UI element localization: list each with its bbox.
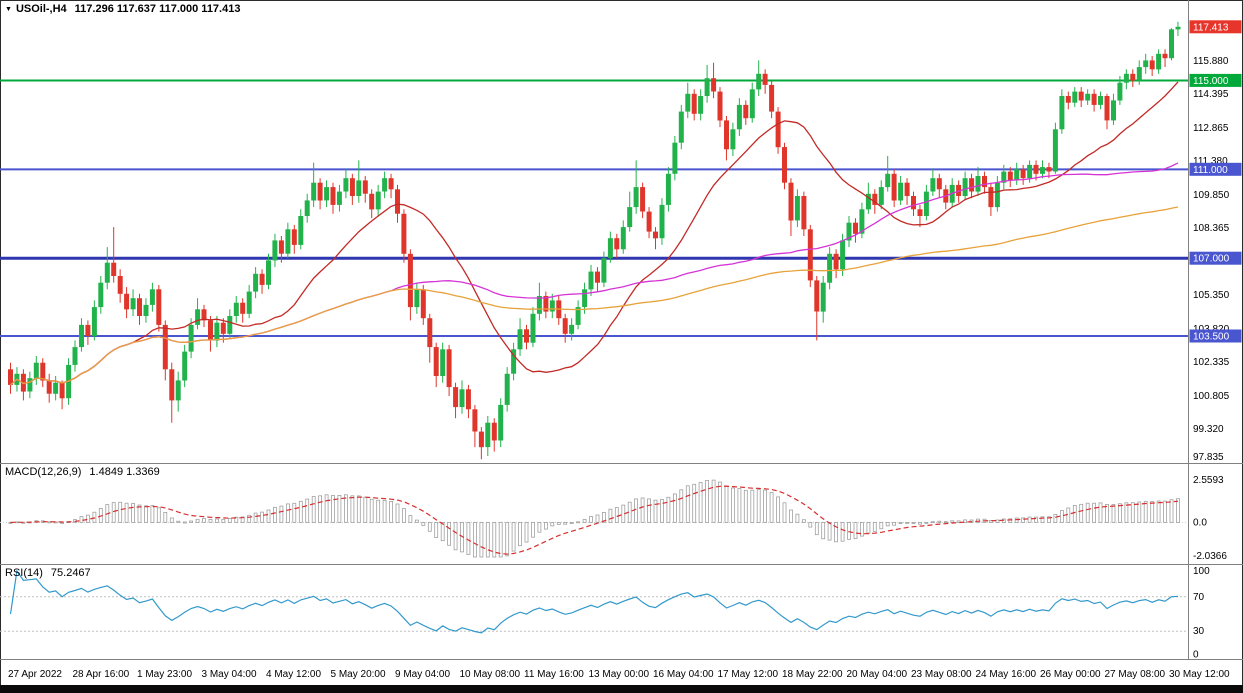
time-label: 24 May 16:00	[976, 669, 1037, 680]
price-badge-117.413	[1189, 20, 1242, 34]
time-label: 28 Apr 16:00	[73, 669, 130, 680]
price-badge-115.000	[1189, 73, 1242, 87]
svg-text:97.835: 97.835	[1193, 452, 1224, 463]
svg-text:70: 70	[1193, 592, 1205, 603]
ma-slow-line	[10, 206, 1179, 386]
time-axis[interactable]: 27 Apr 2022 28 Apr 16:00 1 May 23:00 3 May …	[8, 669, 1230, 680]
time-label: 13 May 00:00	[589, 669, 650, 680]
time-label: 11 May 16:00	[524, 669, 584, 680]
time-label: 17 May 12:00	[718, 669, 779, 680]
rsi-value: 75.2467	[50, 567, 91, 579]
time-label: 3 May 04:00	[202, 669, 257, 680]
svg-text:103.820: 103.820	[1193, 324, 1230, 335]
macd-histogram-layer	[8, 479, 1180, 558]
ma-fast-line	[10, 81, 1179, 386]
macd-title: MACD(12,26,9)	[5, 466, 82, 478]
price-axis[interactable]: 115.880 114.395 112.865 111.380 109.850 108.3…	[1188, 0, 1242, 659]
time-label: 4 May 12:00	[266, 669, 321, 680]
macd-header: MACD(12,26,9) 1.4849 1.3369	[5, 466, 160, 478]
chart-ohlc-header: ▼ USOil-,H4 117.296 117.637 117.000 117.41…	[5, 3, 240, 15]
symbol-timeframe-label: USOil-,H4	[15, 3, 67, 15]
level-lines-layer	[0, 79, 1188, 337]
svg-text:108.365: 108.365	[1193, 223, 1230, 234]
svg-text:0: 0	[1193, 650, 1199, 661]
time-label: 5 May 20:00	[331, 669, 386, 680]
svg-text:111.000: 111.000	[1193, 165, 1228, 176]
time-label: 23 May 08:00	[911, 669, 972, 680]
svg-text:100.805: 100.805	[1193, 391, 1230, 402]
macd-signal-line	[10, 485, 1179, 555]
svg-text:111.380: 111.380	[1193, 156, 1228, 167]
time-label: 16 May 04:00	[653, 669, 714, 680]
rsi-axis[interactable]: 100 70 30 0	[1193, 566, 1210, 661]
time-label: 30 May 12:00	[1169, 669, 1230, 680]
svg-text:0.0: 0.0	[1193, 517, 1207, 528]
macd-axis[interactable]: 2.5593 0.0 -2.0366	[1193, 475, 1227, 562]
svg-text:115.880: 115.880	[1193, 56, 1229, 67]
time-label: 26 May 00:00	[1040, 669, 1101, 680]
price-badge-103.500	[1189, 329, 1242, 343]
svg-text:107.000: 107.000	[1193, 254, 1230, 265]
macd-values: 1.4849 1.3369	[89, 466, 160, 478]
svg-text:102.335: 102.335	[1193, 357, 1230, 368]
svg-text:2.5593: 2.5593	[1193, 475, 1224, 486]
time-label: 27 May 08:00	[1105, 669, 1166, 680]
price-badge-107.000	[1189, 251, 1242, 265]
time-label: 18 May 22:00	[782, 669, 843, 680]
svg-text:30: 30	[1193, 626, 1205, 637]
bottom-bar	[0, 685, 1243, 693]
price-badge-111.000	[1189, 162, 1242, 176]
rsi-title: RSI(14)	[5, 567, 43, 579]
time-label: 20 May 04:00	[847, 669, 908, 680]
svg-text:-2.0366: -2.0366	[1193, 551, 1227, 562]
svg-text:117.413: 117.413	[1193, 22, 1229, 33]
collapse-triangle-icon[interactable]: ▼	[5, 6, 12, 13]
svg-text:99.320: 99.320	[1193, 424, 1224, 435]
svg-text:109.850: 109.850	[1193, 190, 1230, 201]
svg-text:114.395: 114.395	[1193, 89, 1229, 100]
rsi-header: RSI(14) 75.2467	[5, 567, 91, 579]
time-label: 10 May 08:00	[460, 669, 521, 680]
svg-text:105.350: 105.350	[1193, 290, 1230, 301]
candles-layer	[8, 21, 1181, 460]
svg-text:112.865: 112.865	[1193, 123, 1229, 134]
time-label: 9 May 04:00	[395, 669, 450, 680]
time-label: 27 Apr 2022	[8, 669, 62, 680]
time-label: 1 May 23:00	[137, 669, 192, 680]
svg-text:100: 100	[1193, 566, 1210, 577]
ohlc-values: 117.296 117.637 117.000 117.413	[74, 3, 241, 15]
svg-text:103.500: 103.500	[1193, 332, 1230, 343]
rsi-line	[9, 569, 1179, 634]
svg-text:115.000: 115.000	[1193, 76, 1229, 87]
